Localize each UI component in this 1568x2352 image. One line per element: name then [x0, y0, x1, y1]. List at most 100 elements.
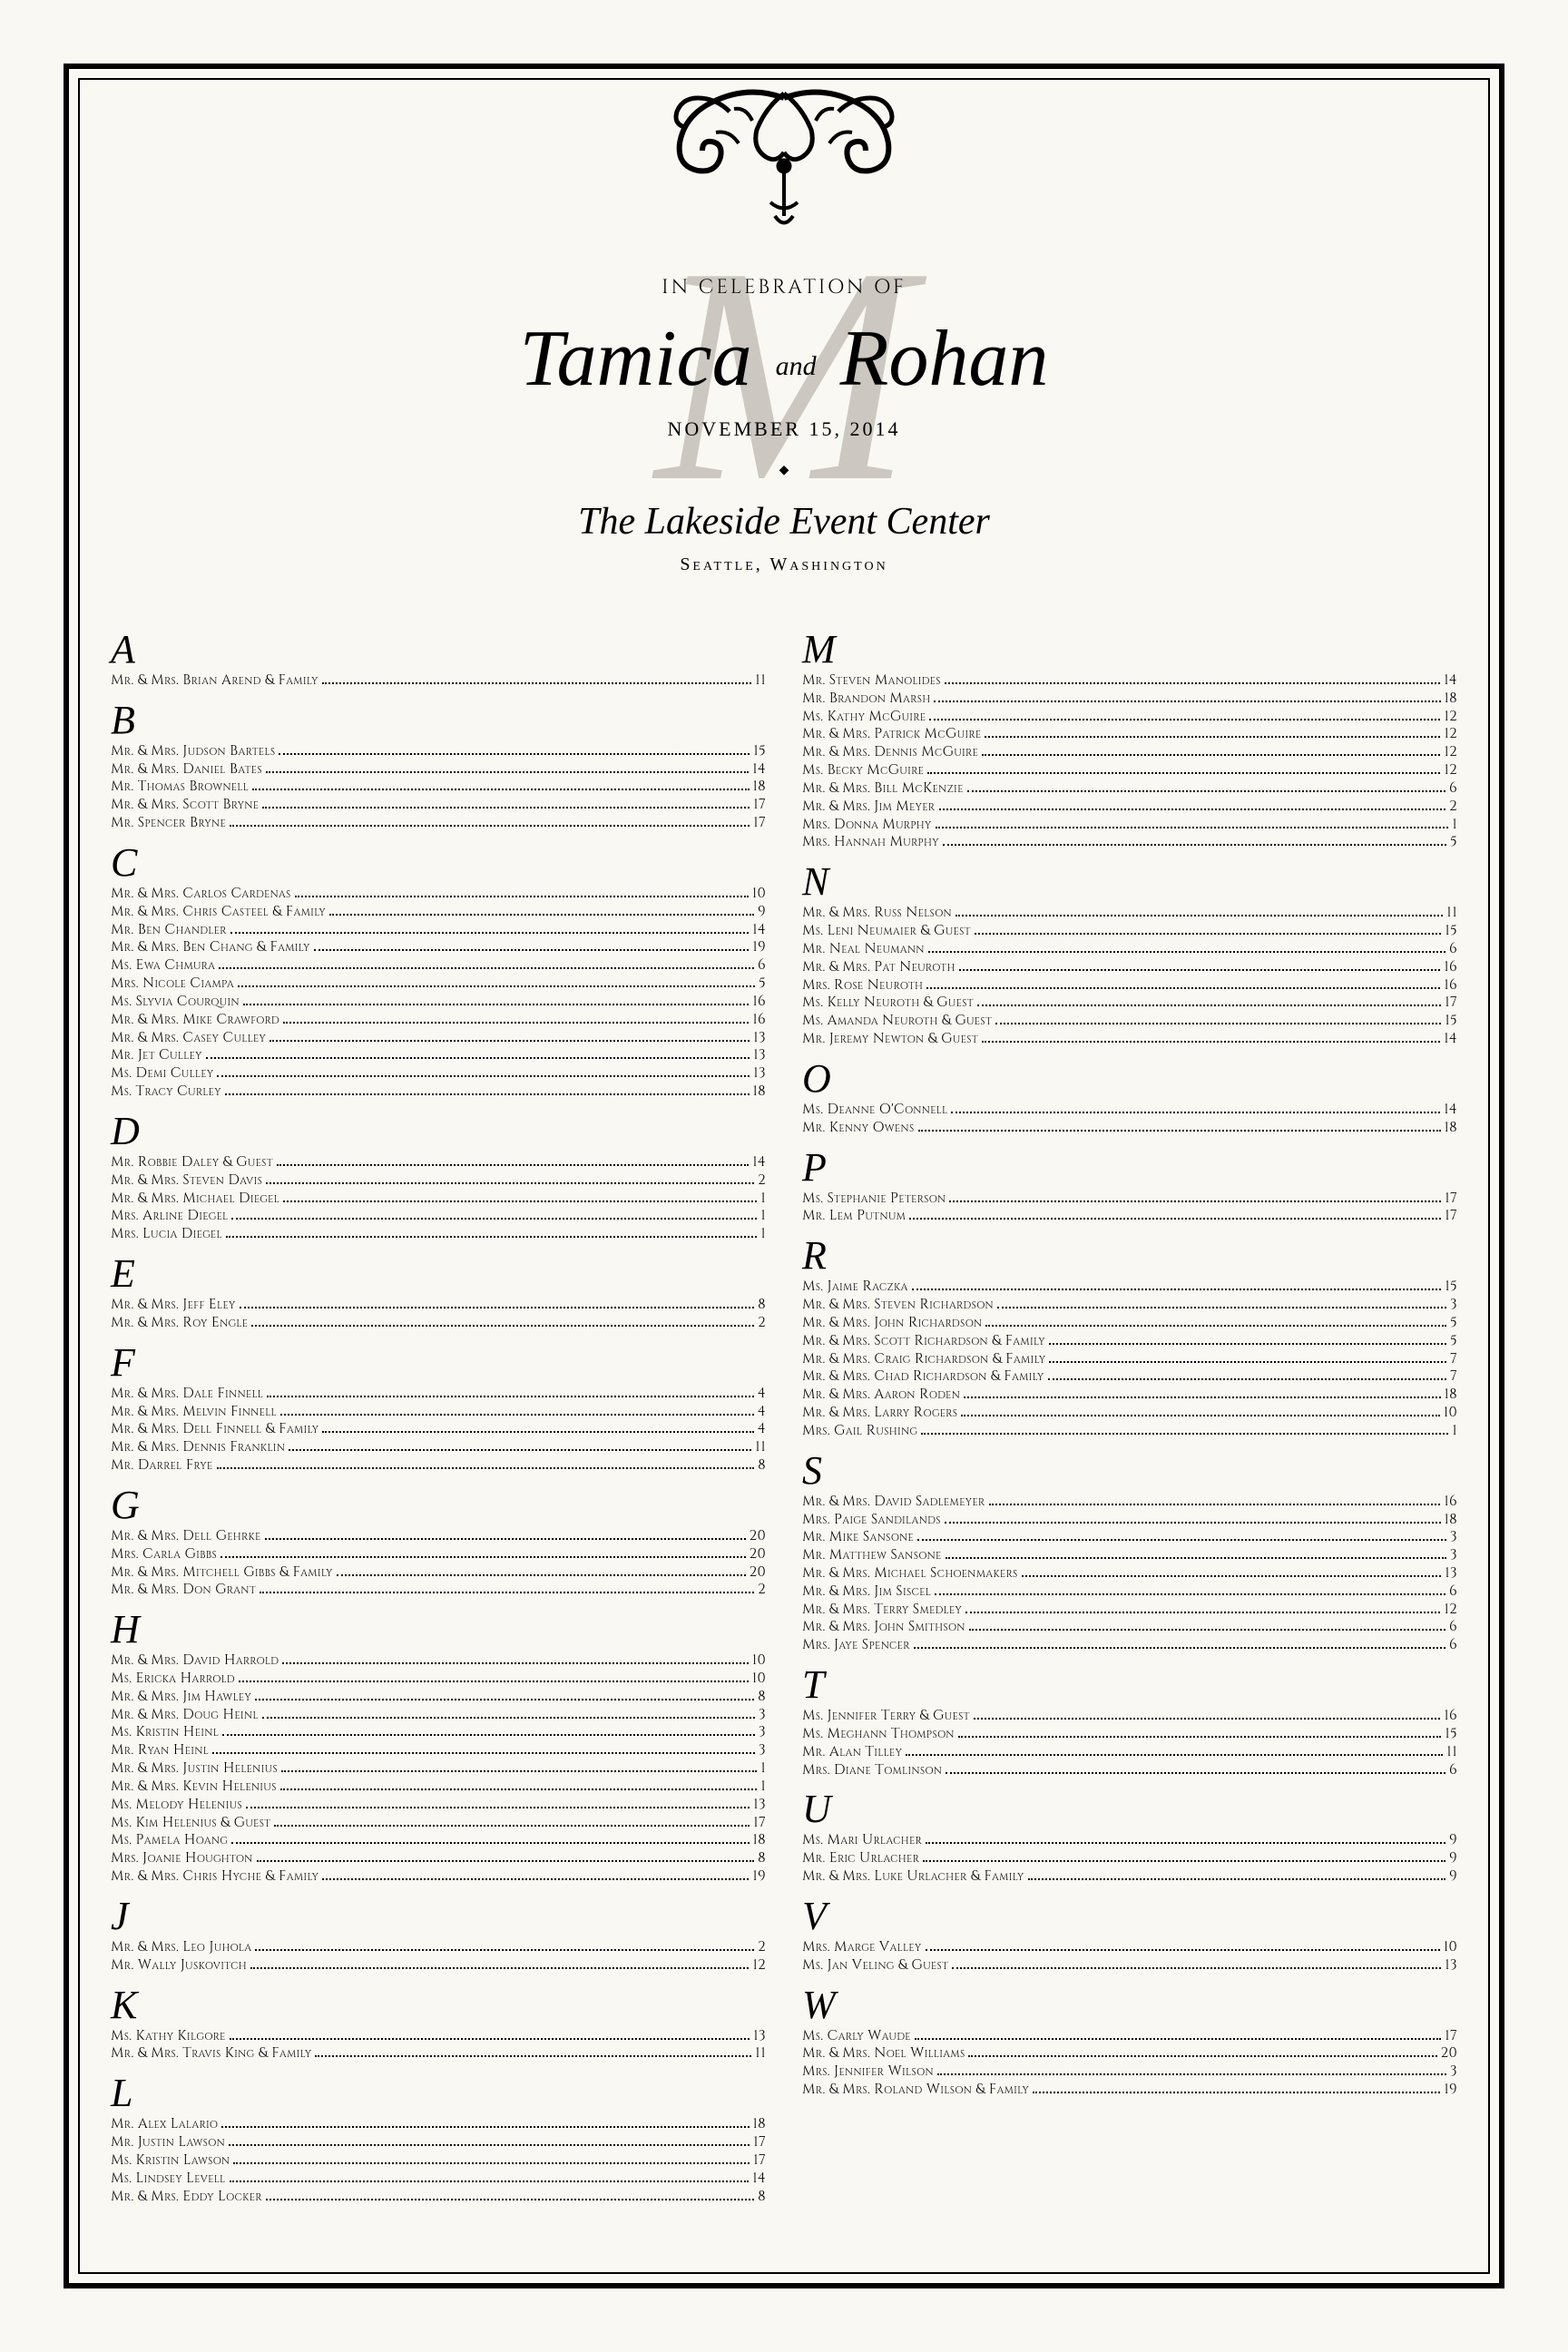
table-number: 20: [750, 1563, 766, 1582]
leader-dots: [240, 1307, 755, 1308]
guest-name: Ms. Amanda Neuroth & Guest: [802, 1012, 992, 1030]
table-number: 1: [760, 1225, 766, 1243]
event-date: November 15, 2014: [111, 417, 1457, 441]
guest-name: Mr. Kenny Owens: [802, 1119, 915, 1137]
table-number: 11: [755, 1438, 766, 1456]
guest-entry: Mr. Darrel Frye 8: [111, 1456, 766, 1475]
leader-dots: [252, 789, 749, 790]
table-number: 13: [1445, 1956, 1457, 1975]
guest-name: Mrs. Donna Murphy: [802, 816, 932, 834]
guest-name: Mr. & Mrs. Scott Richardson & Family: [802, 1332, 1045, 1350]
table-number: 18: [1445, 1119, 1458, 1137]
guest-name: Mr. & Mrs. Patrick McGuire: [802, 725, 981, 743]
leader-dots: [1028, 1878, 1446, 1880]
table-number: 18: [1445, 690, 1458, 708]
table-number: 19: [1444, 2081, 1457, 2099]
guest-entry: Mr. & Mrs. Leo Juhola 2: [111, 1938, 766, 1956]
guest-entry: Ms. Melody Helenius 13: [111, 1796, 766, 1814]
guest-entry: Mr. & Mrs. Scott Bryne 17: [111, 796, 766, 814]
table-number: 2: [758, 1171, 766, 1190]
leader-dots: [277, 1164, 749, 1166]
table-number: 2: [758, 1938, 766, 1956]
guest-name: Mr. & Mrs. Steven Richardson: [802, 1296, 994, 1314]
table-number: 8: [758, 1688, 766, 1706]
letter-heading: U: [802, 1789, 1457, 1829]
guest-name: Ms. Kathy Kilgore: [111, 2027, 226, 2045]
leader-dots: [936, 827, 1449, 828]
guest-entry: Mr. & Mrs. Jeff Eley 8: [111, 1296, 766, 1314]
table-number: 12: [1444, 725, 1457, 743]
guest-entry: Ms. Kathy Kilgore 13: [111, 2027, 766, 2045]
table-number: 12: [1444, 708, 1457, 726]
leader-dots: [915, 2038, 1441, 2040]
table-number: 18: [753, 1831, 767, 1849]
table-number: 14: [752, 760, 766, 779]
guest-entry: Mr. Mike Sansone 3: [802, 1528, 1457, 1546]
letter-heading: J: [111, 1896, 766, 1936]
leader-dots: [968, 2055, 1436, 2057]
leader-dots: [230, 932, 749, 934]
section-P: PMs. Stephanie Peterson 17Mr. Lem Putnum…: [802, 1148, 1457, 1226]
table-number: 1: [760, 1190, 766, 1208]
table-number: 3: [1450, 1296, 1457, 1314]
guest-name: Mr. & Mrs. Jim Hawley: [111, 1688, 251, 1706]
section-D: DMr. Robbie Daley & Guest 14Mr. & Mrs. S…: [111, 1112, 766, 1243]
leader-dots: [257, 1860, 754, 1862]
table-number: 11: [1446, 904, 1457, 922]
leader-dots: [926, 987, 1440, 989]
leader-dots: [928, 951, 1446, 953]
table-number: 15: [1445, 1725, 1457, 1743]
leader-dots: [266, 771, 749, 773]
diamond-divider: ◆: [111, 463, 1457, 478]
guest-entry: Mr. Spencer Bryne 17: [111, 814, 766, 832]
guest-entry: Mr. Alan Tilley 11: [802, 1743, 1457, 1761]
leader-dots: [937, 2073, 1446, 2075]
guest-name: Mrs. Lucia Diegel: [111, 1225, 222, 1243]
guest-name: Mrs. Jaye Spencer: [802, 1636, 910, 1654]
guest-entry: Mr. & Mrs. Michael Diegel 1: [111, 1190, 766, 1208]
guest-name: Mr. & Mrs. Chad Richardson & Family: [802, 1367, 1044, 1386]
guest-entry: Mrs. Arline Diegel 1: [111, 1207, 766, 1225]
guest-name: Mr. Ryan Heinl: [111, 1741, 209, 1759]
table-number: 16: [752, 1011, 766, 1029]
table-number: 12: [1444, 743, 1457, 761]
table-number: 2: [758, 1581, 766, 1599]
letter-heading: K: [111, 1985, 766, 2025]
table-number: 19: [752, 938, 766, 956]
table-number: 17: [1445, 1190, 1457, 1208]
guest-entry: Mr. & Mrs. Chad Richardson & Family 7: [802, 1367, 1457, 1386]
table-number: 10: [1444, 1404, 1457, 1422]
guest-entry: Ms. Stephanie Peterson 17: [802, 1190, 1457, 1208]
guest-entry: Mrs. Lucia Diegel 1: [111, 1225, 766, 1243]
guest-name: Mr. & Mrs. Michael Diegel: [111, 1190, 279, 1208]
guest-name: Mr. & Mrs. Chris Hyche & Family: [111, 1867, 318, 1886]
guest-entry: Mr. Thomas Brownell 18: [111, 778, 766, 796]
table-number: 11: [1446, 1743, 1457, 1761]
leader-dots: [914, 1647, 1446, 1649]
guest-entry: Mr. Neal Neumann 6: [802, 940, 1457, 958]
leader-dots: [975, 933, 1442, 935]
guest-entry: Mrs. Rose Neuroth 16: [802, 976, 1457, 995]
guest-entry: Mrs. Carla Gibbs 20: [111, 1545, 766, 1563]
section-K: KMs. Kathy Kilgore 13Mr. & Mrs. Travis K…: [111, 1985, 766, 2063]
guest-entry: Mrs. Joanie Houghton 8: [111, 1849, 766, 1867]
leader-dots: [222, 1734, 755, 1736]
guest-name: Mr. & Mrs. Casey Culley: [111, 1029, 266, 1047]
right-column: MMr. Steven Manolides 14Mr. Brandon Mars…: [802, 630, 1457, 2216]
guest-name: Ms. Kim Helenius & Guest: [111, 1814, 270, 1832]
guest-entry: Mr. & Mrs. Mitchell Gibbs & Family 20: [111, 1563, 766, 1582]
guest-name: Ms. Pamela Hoang: [111, 1831, 228, 1849]
leader-dots: [912, 1289, 1442, 1290]
table-number: 20: [750, 1527, 766, 1545]
guest-name: Mr. & Mrs. Kevin Helenius: [111, 1778, 277, 1796]
leader-dots: [329, 914, 754, 916]
guest-entry: Mr. & Mrs. Aaron Roden 18: [802, 1386, 1457, 1404]
section-L: LMr. Alex Lalario 18Mr. Justin Lawson 17…: [111, 2073, 766, 2205]
guest-entry: Ms. Kristin Heinl 3: [111, 1723, 766, 1741]
guest-name: Mrs. Joanie Houghton: [111, 1849, 253, 1867]
letter-heading: N: [802, 862, 1457, 902]
leader-dots: [982, 754, 1440, 756]
guest-entry: Mr. & Mrs. Chris Casteel & Family 9: [111, 903, 766, 921]
table-number: 6: [758, 956, 766, 975]
leader-dots: [917, 1539, 1446, 1541]
